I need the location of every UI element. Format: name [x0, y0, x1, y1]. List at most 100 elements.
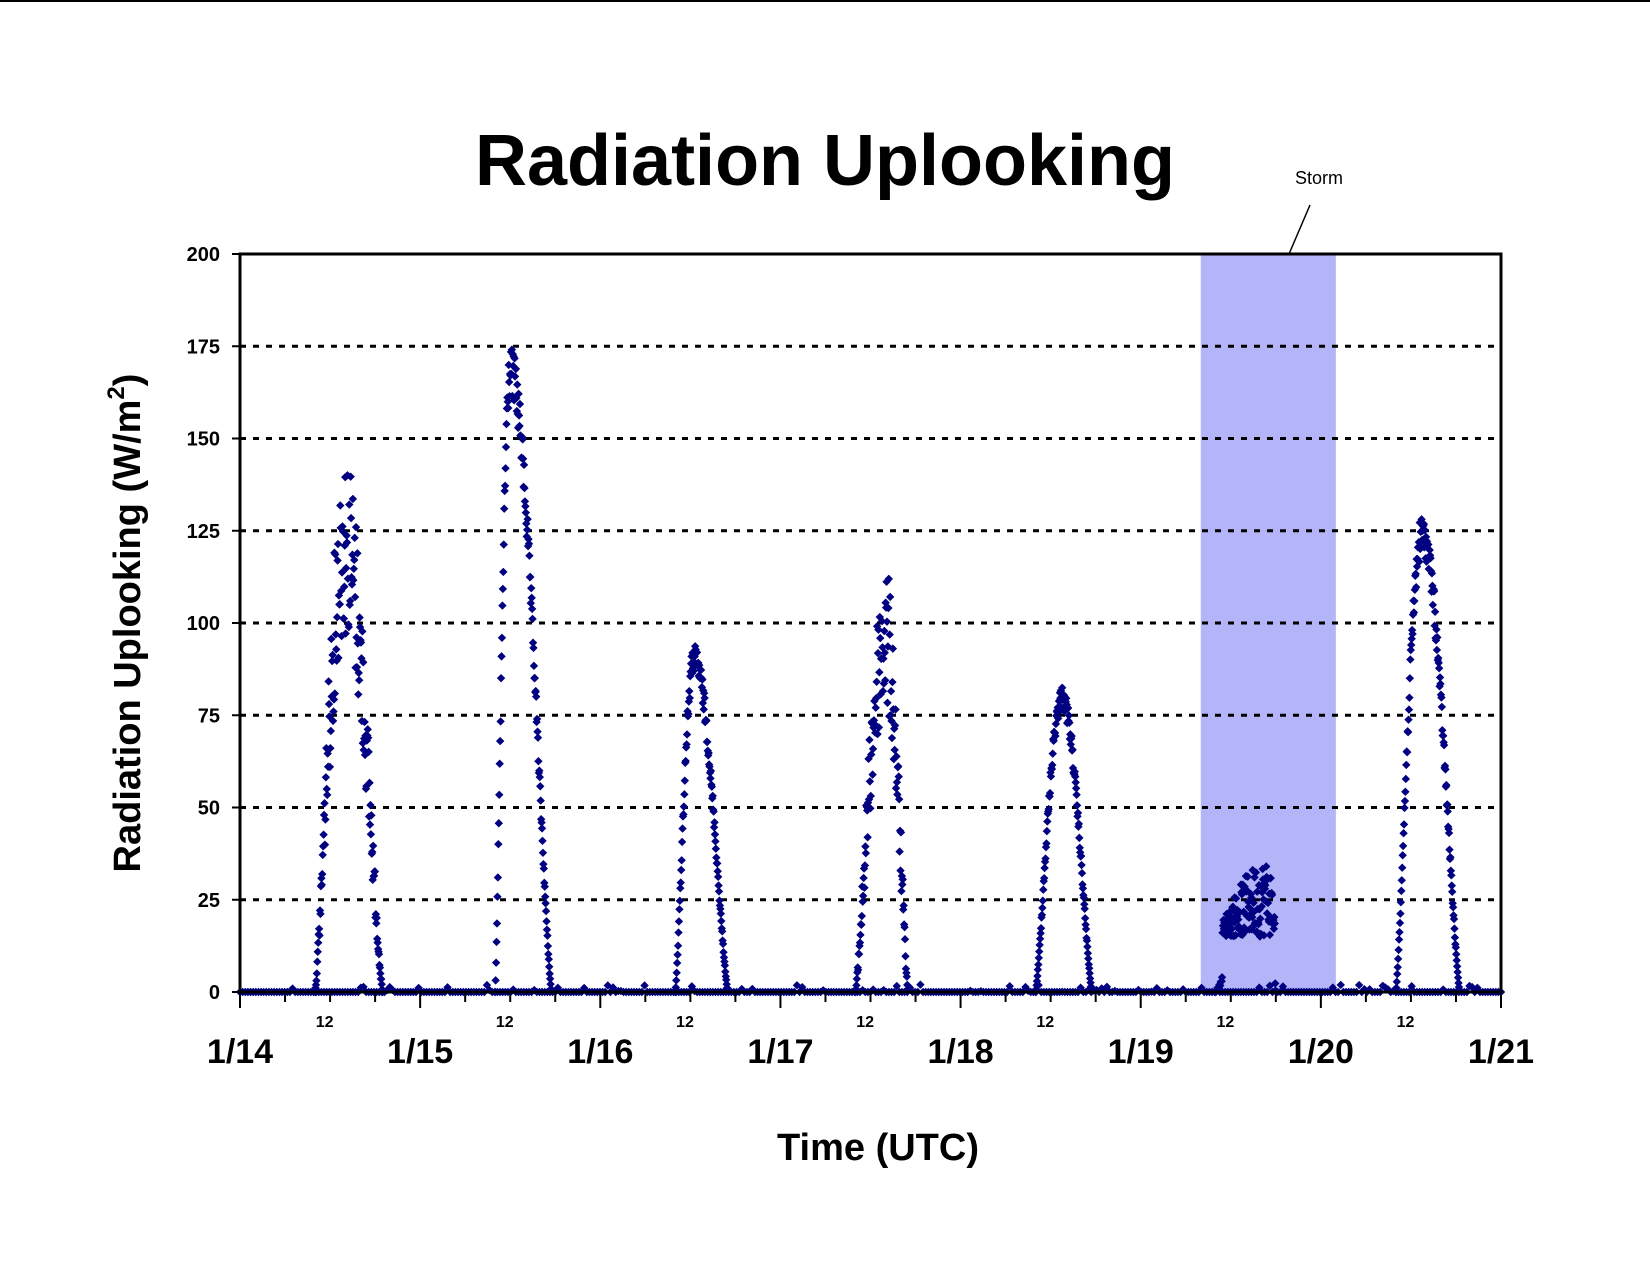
data-point [894, 762, 903, 771]
data-point [494, 819, 504, 828]
data-point [892, 752, 901, 761]
data-point [897, 886, 906, 896]
data-point [327, 634, 336, 644]
data-point [717, 927, 727, 936]
data-point [321, 815, 330, 824]
data-point [1051, 719, 1061, 729]
x-minor-tick-label: 12 [1216, 1014, 1234, 1031]
data-point [1405, 693, 1414, 702]
data-point [1045, 788, 1055, 798]
data-point [443, 983, 452, 992]
data-point [699, 688, 709, 698]
data-point [1039, 885, 1048, 894]
data-point [1439, 731, 1448, 741]
data-point [537, 824, 547, 833]
data-point [711, 837, 720, 846]
data-point [1267, 890, 1277, 900]
data-point [542, 925, 552, 934]
data-point [673, 941, 683, 950]
data-point [318, 850, 327, 860]
data-point [681, 756, 690, 766]
data-point [898, 875, 907, 884]
data-point [1072, 790, 1081, 799]
data-point [515, 421, 524, 431]
data-point [341, 629, 350, 638]
data-point [916, 980, 925, 989]
data-point [336, 501, 345, 510]
data-point [1034, 953, 1043, 963]
data-point [1073, 808, 1083, 818]
data-point [500, 504, 509, 513]
data-point [346, 513, 356, 523]
data-point [1038, 903, 1047, 913]
data-point [1396, 897, 1406, 907]
data-point [702, 716, 711, 725]
data-point [1398, 851, 1407, 860]
data-point [527, 583, 536, 593]
data-point [1035, 934, 1045, 944]
data-point [339, 614, 349, 623]
data-point [1365, 985, 1374, 994]
data-point [716, 904, 725, 914]
data-point [1036, 929, 1045, 938]
data-point [709, 823, 719, 832]
data-point [495, 736, 505, 746]
data-point [545, 962, 554, 971]
data-point [325, 762, 335, 772]
data-point [1217, 973, 1227, 982]
data-point [341, 563, 351, 573]
x-tick-label-1-15: 1/15 [387, 1033, 453, 1071]
data-point [363, 725, 372, 734]
data-point [1080, 904, 1089, 913]
data-point [1265, 930, 1275, 940]
data-point [1450, 924, 1459, 933]
data-point [1084, 960, 1093, 969]
data-point [1401, 787, 1410, 797]
data-point [1446, 853, 1455, 862]
x-tick-label-1-21: 1/21 [1468, 1033, 1534, 1071]
data-point [1393, 969, 1402, 979]
data-point [692, 648, 702, 657]
x-tick-label-1-17: 1/17 [747, 1033, 813, 1071]
data-point [704, 748, 713, 758]
data-point [1257, 902, 1266, 911]
x-minor-tick-label: 12 [1036, 1014, 1054, 1031]
data-point [720, 957, 729, 966]
data-point [1048, 749, 1057, 758]
data-point [896, 828, 906, 837]
data-point [872, 694, 881, 703]
x-tick-label-1-18: 1/18 [927, 1033, 993, 1071]
data-point [873, 729, 882, 739]
data-point [716, 909, 726, 918]
data-point [1265, 981, 1275, 990]
data-point [1421, 532, 1431, 542]
data-point [1403, 728, 1413, 737]
data-point [354, 690, 363, 699]
data-point [675, 905, 684, 914]
data-point [1438, 726, 1447, 735]
data-point [529, 643, 538, 653]
data-point [1039, 873, 1049, 883]
data-point [514, 411, 524, 420]
data-point [1083, 942, 1092, 951]
data-point [1235, 907, 1244, 917]
x-tick-label-1-14: 1/14 [207, 1033, 273, 1071]
data-point [364, 747, 373, 757]
data-point [1437, 693, 1446, 702]
data-point [350, 592, 360, 602]
data-point [1429, 586, 1439, 596]
data-point [540, 892, 550, 901]
data-point [676, 883, 685, 893]
data-point [356, 638, 366, 647]
data-point [496, 717, 505, 726]
data-point [1445, 845, 1454, 854]
data-point [857, 920, 866, 929]
data-point [316, 909, 325, 919]
data-point [519, 460, 529, 470]
data-point [890, 721, 900, 730]
data-point [498, 601, 507, 610]
data-point [1197, 983, 1206, 993]
data-point [1040, 863, 1049, 873]
y-tick-label-100: 100 [187, 613, 220, 635]
data-point [888, 677, 897, 687]
